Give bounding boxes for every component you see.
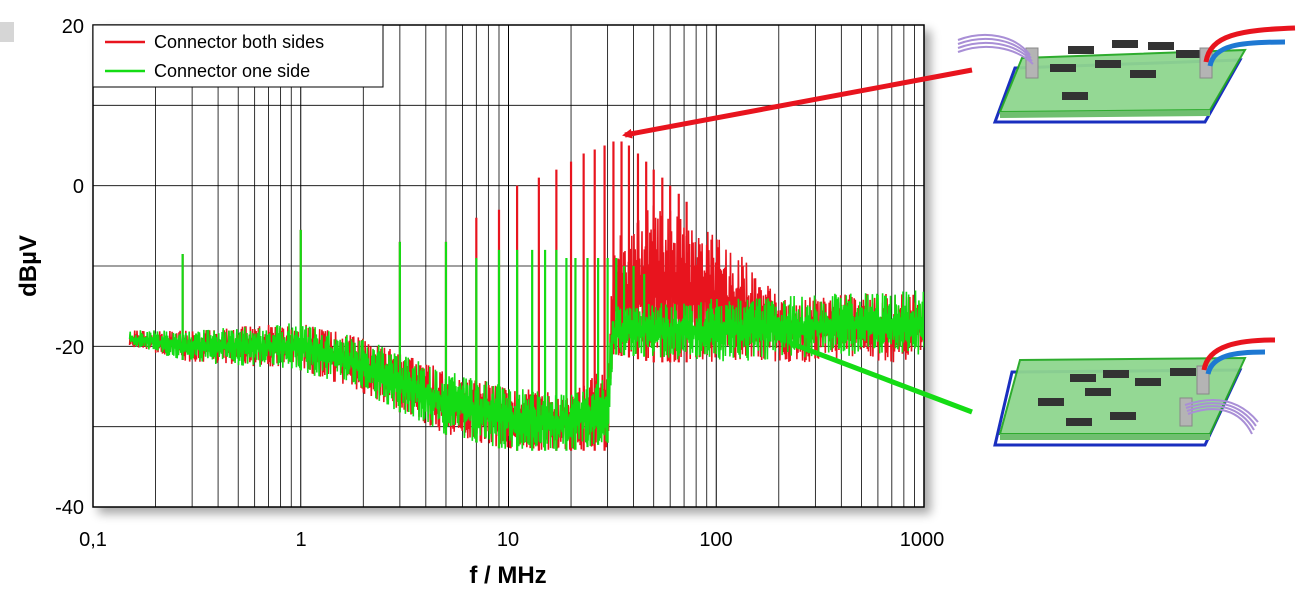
arrow-both-sides — [622, 67, 973, 139]
y-tick-labels: 20 0 -20 -40 — [55, 16, 84, 519]
pcb-one-side-illustration — [993, 337, 1276, 447]
x-tick-labels: 0,1 1 10 100 1000 — [79, 529, 944, 551]
legend-box — [92, 24, 384, 88]
series-line — [128, 290, 924, 451]
legend-label-both: Connector both sides — [154, 32, 324, 52]
x-tick-label: 1000 — [900, 529, 945, 551]
legend: Connector both sides Connector one side — [92, 24, 384, 88]
x-tick-label: 1 — [295, 529, 306, 551]
corner-marker — [0, 22, 14, 42]
y-tick-label: -40 — [55, 497, 84, 519]
y-axis-title: dBµV — [15, 235, 42, 297]
pcb-both-sides-illustration — [957, 25, 1296, 124]
y-tick-label: 20 — [62, 16, 84, 38]
arrow-one-side — [787, 340, 973, 415]
y-tick-label: -20 — [55, 337, 84, 359]
x-axis-title: f / MHz — [469, 562, 546, 589]
series-layer — [128, 141, 924, 451]
x-tick-label: 10 — [497, 529, 519, 551]
y-tick-label: 0 — [73, 176, 84, 198]
x-tick-label: 100 — [699, 529, 732, 551]
x-tick-label: 0,1 — [79, 529, 107, 551]
legend-label-one: Connector one side — [154, 61, 310, 81]
